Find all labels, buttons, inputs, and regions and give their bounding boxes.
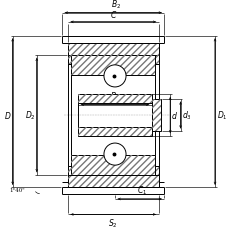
Polygon shape <box>68 43 158 65</box>
Text: $C$: $C$ <box>109 9 116 20</box>
Text: $d$: $d$ <box>171 110 177 121</box>
Circle shape <box>104 66 125 88</box>
Text: $D_1$: $D_1$ <box>216 109 227 122</box>
Text: $D_2$: $D_2$ <box>25 109 36 122</box>
Polygon shape <box>68 43 158 188</box>
Polygon shape <box>68 166 158 188</box>
Text: $S_2$: $S_2$ <box>108 216 118 229</box>
Text: $d_3$: $d_3$ <box>181 109 191 122</box>
Polygon shape <box>68 166 73 175</box>
Polygon shape <box>78 128 151 136</box>
Text: $C_1$: $C_1$ <box>136 184 147 196</box>
Circle shape <box>104 143 125 165</box>
Polygon shape <box>152 166 158 175</box>
Text: $B_2$: $B_2$ <box>110 0 120 11</box>
Polygon shape <box>152 56 158 65</box>
Text: $D$: $D$ <box>4 110 11 121</box>
Text: 1°40": 1°40" <box>9 187 25 192</box>
Polygon shape <box>151 100 160 131</box>
Polygon shape <box>71 56 155 76</box>
Polygon shape <box>71 155 155 175</box>
Polygon shape <box>78 95 151 103</box>
Text: $B_1$: $B_1$ <box>109 91 120 103</box>
Polygon shape <box>68 56 73 65</box>
